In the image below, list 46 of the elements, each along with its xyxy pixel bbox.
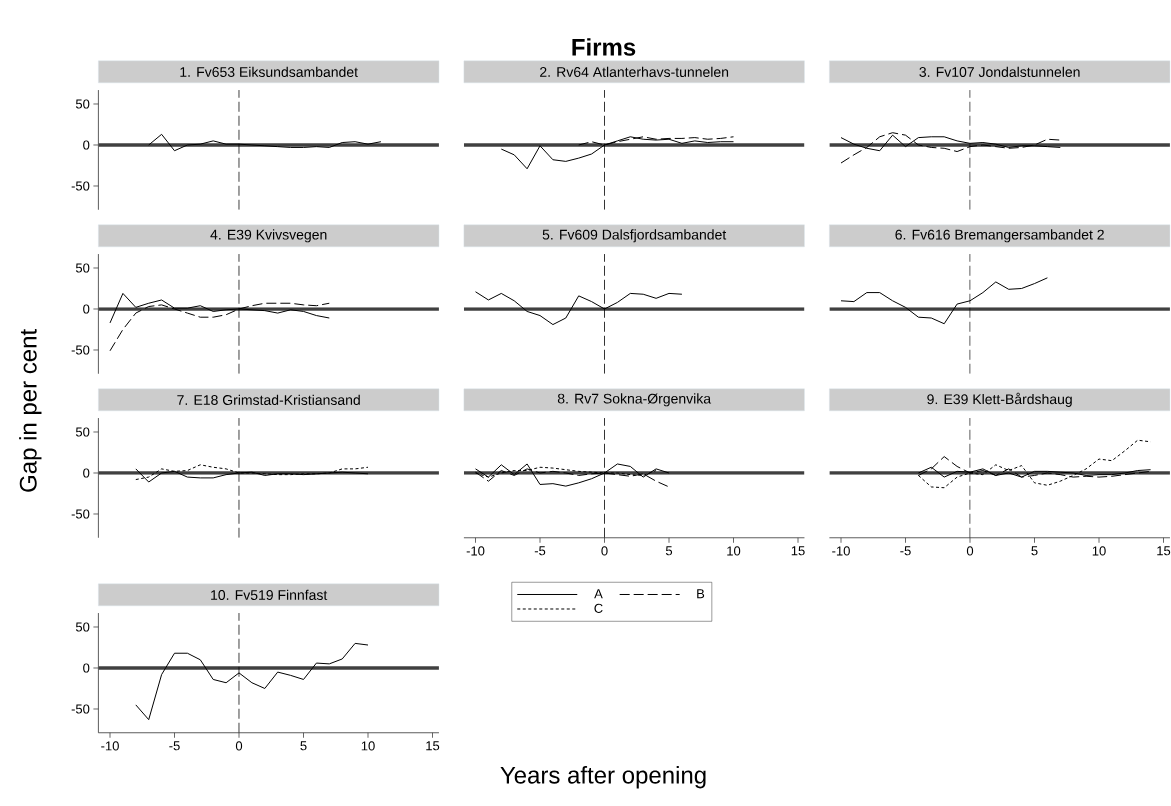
y-tick-label: 0	[83, 304, 90, 314]
y-tick-label: -50	[71, 181, 90, 191]
x-tick-label: 0	[601, 546, 608, 556]
x-tick-label: 5	[1031, 546, 1038, 556]
x-tick-label: 10	[1092, 546, 1106, 556]
y-tick-label: -50	[71, 704, 90, 714]
y-tick-label: 50	[75, 99, 90, 109]
y-axis-title: Gap in per cent	[19, 329, 42, 492]
y-tick-label: 50	[75, 427, 90, 437]
y-tick-label: 50	[75, 622, 90, 632]
text: Firms	[572, 38, 636, 56]
chart-title: 6. Fv616 Bremangersambandet 2	[895, 229, 1104, 243]
x-tick-label: 15	[426, 741, 440, 751]
x-tick-label: 5	[665, 546, 673, 556]
legend-label: C	[594, 603, 603, 613]
chart-title: 2. Rv64 Atlanterhavs-tunnelen	[540, 66, 729, 77]
y-tick-label: 0	[83, 663, 90, 673]
x-axis-title: Years after opening	[500, 766, 706, 789]
chart-title: 7. E18 Grimstad-Kristiansand	[177, 394, 360, 405]
x-tick-label: 10	[727, 546, 741, 556]
y-tick-label: -50	[71, 345, 90, 355]
x-tick-label: 0	[966, 546, 974, 556]
x-tick-label: -10	[466, 546, 485, 556]
chart-title: 10. Fv519 Finnfast	[211, 589, 328, 600]
x-tick-label: -5	[900, 546, 911, 556]
legend-label: B	[697, 589, 705, 599]
chart-title: 8. Rv7 Sokna-Ørgenvika	[557, 393, 712, 407]
x-tick-label: 0	[235, 741, 243, 751]
chart-title: 5. Fv609 Dalsfjordsambandet	[542, 229, 727, 243]
chart-title: 1. Fv653 Eiksundsambandet	[180, 66, 358, 77]
x-tick-label: -10	[101, 741, 119, 751]
x-tick-label: 15	[791, 546, 805, 556]
x-tick-label: -10	[832, 546, 850, 556]
legend-label: A	[594, 589, 603, 599]
chart-title: 9. E39 Klett-Bårdshaug	[927, 392, 1072, 407]
x-tick-label: 10	[361, 741, 375, 751]
y-tick-label: -50	[71, 509, 90, 519]
chart-title: 4. E39 Kvivsvegen	[210, 229, 327, 243]
y-tick-label: 0	[83, 468, 90, 478]
x-tick-label: -5	[534, 546, 546, 556]
y-tick-label: 0	[83, 140, 90, 150]
x-tick-label: -5	[169, 741, 180, 751]
x-tick-label: 15	[1157, 546, 1171, 556]
x-tick-label: 5	[300, 741, 307, 751]
y-tick-label: 50	[75, 263, 90, 273]
chart-title: 3. Fv107 Jondalstunnelen	[919, 66, 1080, 77]
